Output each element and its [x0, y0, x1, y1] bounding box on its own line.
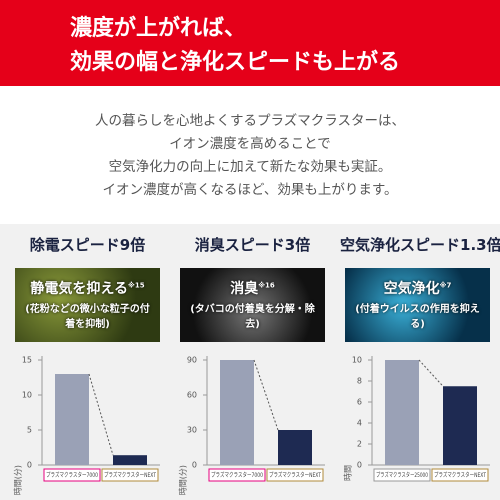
- category-tag: [266, 468, 324, 482]
- y-tick-label: 0: [357, 461, 362, 470]
- bar: [385, 360, 419, 465]
- caption-text: 静電気を抑える: [30, 281, 129, 297]
- chart-panel: 除電スピード9倍 静電気を抑える※15 (花粉などの微小な粒子の付着を抑制) 0 5 10…: [10, 230, 165, 500]
- feature-image: 空気浄化※7 (付着ウイルスの作用を抑える): [345, 268, 490, 342]
- y-axis-label: 時間(分): [179, 465, 188, 495]
- category-tag: [43, 468, 101, 482]
- chart: 0 5 10 15 時間(分) プラズマクラスター7000 プラズマクラスターNEXT: [14, 356, 160, 495]
- chart-panel: 空気浄化スピード1.3倍 空気浄化※7 (付着ウイルスの作用を抑える) 0 2 4 6 8 10…: [340, 230, 500, 500]
- x-tick-label: プラズマクラスター7000: [46, 471, 98, 479]
- category-tag: [101, 468, 159, 482]
- caption-note: ※15: [128, 281, 145, 290]
- y-tick-label: 8: [357, 377, 362, 386]
- banner-line: 効果の幅と浄化スピードも上がる: [70, 50, 401, 75]
- bar: [55, 374, 89, 465]
- banner: 濃度が上がれば、 効果の幅と浄化スピードも上がる: [0, 0, 500, 86]
- category-tag: [208, 468, 266, 482]
- y-tick-label: 90: [187, 356, 197, 365]
- connector: [418, 359, 444, 387]
- intro-line: 空気浄化力の向上に加えて新たな効果も実証。: [108, 159, 392, 175]
- caption-note: ※16: [258, 281, 275, 290]
- y-tick-label: 4: [357, 419, 362, 428]
- connector: [253, 359, 279, 431]
- intro-line: イオン濃度が高くなるほど、効果も上がります。: [102, 182, 398, 198]
- intro: 人の暮らしを心地よくするプラズマクラスターは、 イオン濃度を高めることで 空気浄…: [0, 110, 500, 202]
- image-caption: 消臭※16: [180, 278, 325, 298]
- y-tick-label: 0: [192, 461, 197, 470]
- image-caption: 空気浄化※7: [345, 278, 490, 298]
- intro-line: イオン濃度を高めることで: [169, 136, 331, 152]
- banner-line: 濃度が上がれば、: [70, 16, 247, 41]
- caption-note: ※7: [439, 281, 452, 290]
- bar: [113, 455, 147, 465]
- bar: [220, 360, 254, 465]
- x-tick-label: プラズマクラスターNEXT: [434, 471, 486, 479]
- y-tick-label: 5: [27, 426, 32, 435]
- x-tick-label: プラズマクラスター25000: [376, 471, 428, 479]
- y-tick-label: 30: [187, 426, 197, 435]
- bar: [278, 430, 312, 465]
- chart-title: 除電スピード9倍: [29, 236, 146, 254]
- image-subcaption: (タバコの付着臭を分解・除去): [190, 304, 315, 330]
- y-tick-label: 0: [27, 461, 32, 470]
- y-tick-label: 10: [22, 391, 32, 400]
- x-tick-label: プラズマクラスターNEXT: [269, 471, 321, 479]
- caption-text: 消臭: [230, 281, 259, 297]
- intro-line: 人の暮らしを心地よくするプラズマクラスターは、: [95, 113, 405, 129]
- x-tick-label: プラズマクラスター7000: [211, 471, 263, 479]
- bar: [443, 386, 477, 465]
- feature-image: 静電気を抑える※15 (花粉などの微小な粒子の付着を抑制): [15, 268, 160, 342]
- category-tag: [373, 468, 431, 482]
- y-tick-label: 60: [187, 391, 197, 400]
- y-tick-label: 6: [357, 398, 362, 407]
- category-tag: [431, 468, 489, 482]
- y-tick-label: 2: [357, 440, 362, 449]
- connector: [88, 373, 114, 456]
- x-tick-label: プラズマクラスターNEXT: [104, 471, 156, 479]
- image-subcaption: (花粉などの微小な粒子の付着を抑制): [25, 304, 150, 330]
- caption-text: 空気浄化: [383, 281, 440, 297]
- y-tick-label: 10: [352, 356, 362, 365]
- chart-panel: 消臭スピード3倍 消臭※16 (タバコの付着臭を分解・除去) 0 30 60 90 時間(分)…: [175, 230, 330, 500]
- chart: 0 2 4 6 8 10 時間 プラズマクラスター25000 プラズマクラスターNEXT: [344, 356, 490, 482]
- chart-title: 消臭スピード3倍: [194, 236, 311, 254]
- y-axis-label: 時間(分): [14, 465, 23, 495]
- image-caption: 静電気を抑える※15: [15, 278, 160, 298]
- y-tick-label: 15: [22, 356, 32, 365]
- feature-image: 消臭※16 (タバコの付着臭を分解・除去): [180, 268, 325, 342]
- chart-title: 空気浄化スピード1.3倍: [340, 236, 500, 254]
- y-axis-label: 時間: [344, 465, 353, 481]
- chart: 0 30 60 90 時間(分) プラズマクラスター7000 プラズマクラスターNEXT: [179, 356, 325, 495]
- image-subcaption: (付着ウイルスの作用を抑える): [355, 304, 480, 330]
